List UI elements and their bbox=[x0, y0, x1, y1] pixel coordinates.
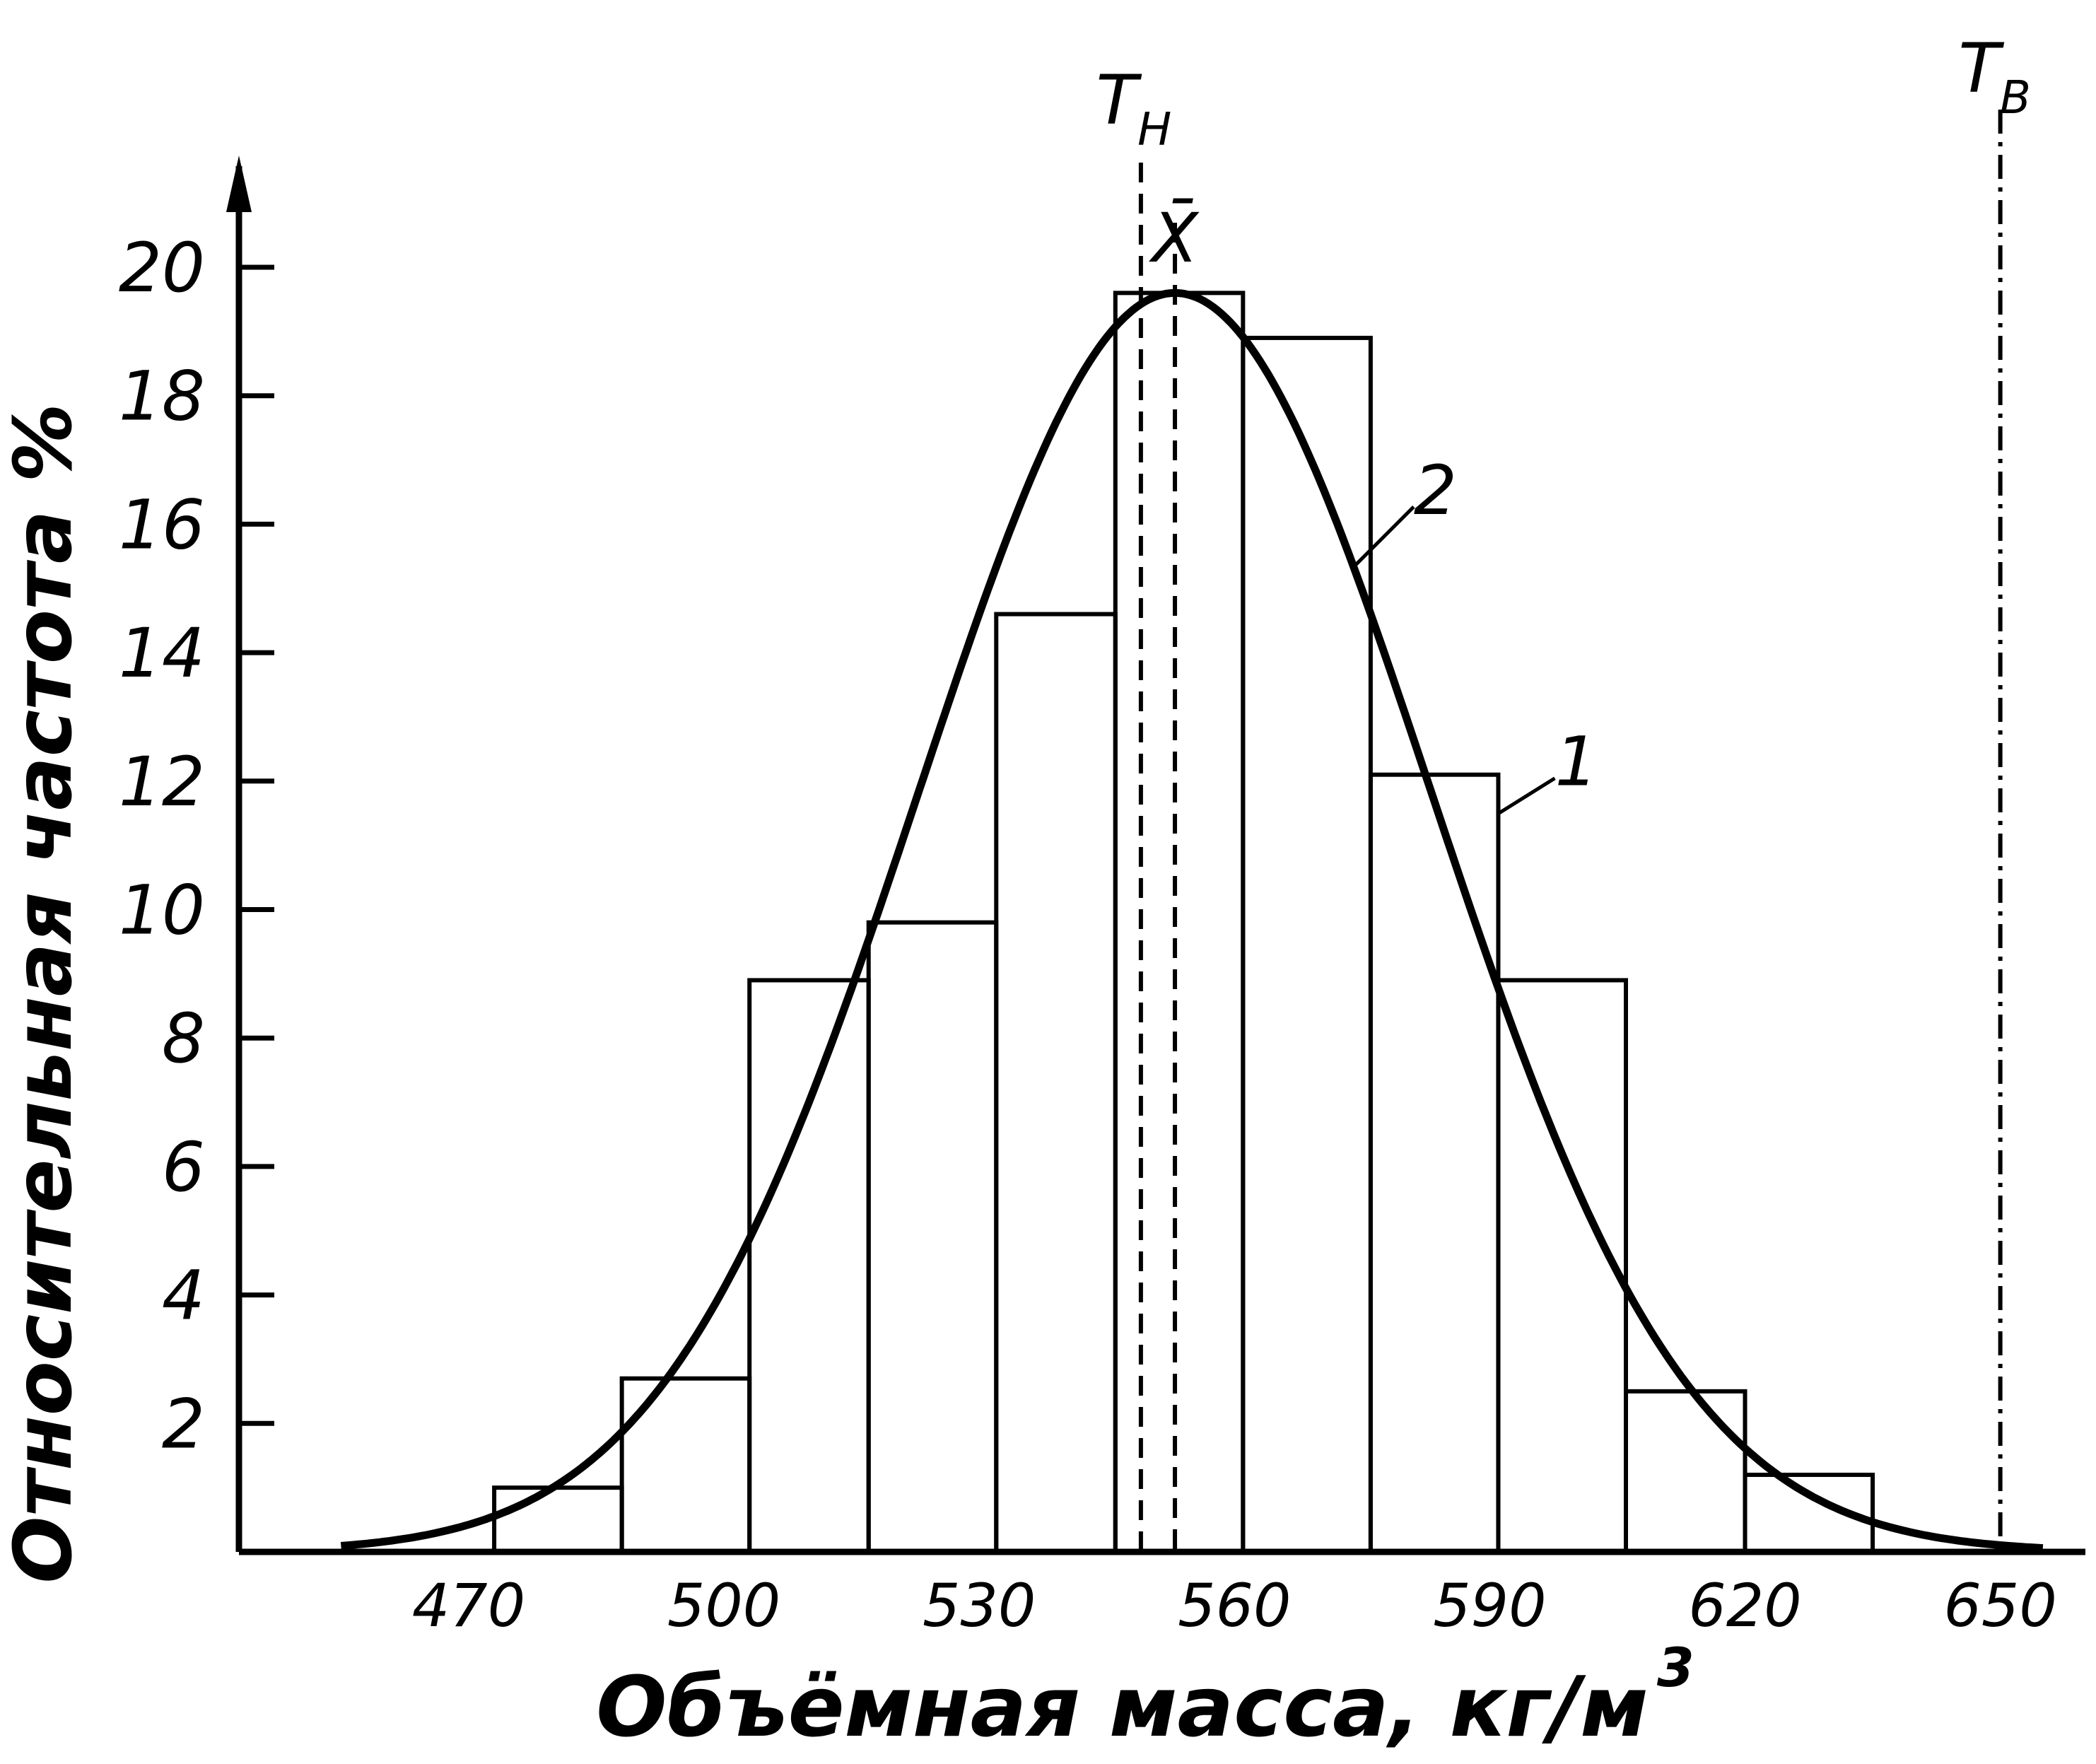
tolerance-label-subscript: B bbox=[2000, 72, 2031, 124]
x-tick-label: 650 bbox=[1943, 1571, 2056, 1640]
x-tick-label: 530 bbox=[923, 1571, 1036, 1640]
histogram-bar bbox=[1113, 291, 1246, 1555]
y-tick-label: 16 bbox=[119, 485, 205, 564]
histogram-bar bbox=[1368, 772, 1501, 1554]
histogram-bar bbox=[492, 1485, 624, 1554]
x-tick-label: 620 bbox=[1688, 1571, 1801, 1640]
histogram-bar bbox=[747, 978, 871, 1555]
y-tick-label: 8 bbox=[162, 999, 205, 1078]
y-tick-label: 20 bbox=[119, 228, 205, 308]
histogram-label-leader bbox=[1497, 776, 1556, 815]
tolerance-label: TH bbox=[1096, 61, 1172, 156]
y-axis-arrowhead bbox=[226, 156, 252, 212]
tolerance-label: TB bbox=[1958, 29, 2031, 124]
mean-label: X̄ bbox=[1148, 199, 1200, 278]
x-tick-label: 470 bbox=[412, 1571, 525, 1640]
x-axis-title: Объёмная масса, кг/м 3 bbox=[596, 1636, 1694, 1756]
tolerance-label-subscript: H bbox=[1137, 104, 1171, 156]
y-tick-label: 6 bbox=[162, 1128, 205, 1207]
x-axis-title-text: Объёмная масса, кг/м bbox=[596, 1658, 1649, 1756]
histogram-bar bbox=[994, 612, 1118, 1555]
y-tick-label: 2 bbox=[162, 1384, 205, 1464]
y-tick-label: 10 bbox=[119, 871, 205, 950]
y-tick-label: 12 bbox=[119, 742, 205, 822]
series-labels: 12 bbox=[1352, 451, 1598, 815]
y-tick-label: 14 bbox=[119, 614, 205, 693]
histogram-label: 1 bbox=[1555, 723, 1598, 802]
y-tick-label: 18 bbox=[119, 357, 205, 436]
x-tick-label: 500 bbox=[667, 1571, 780, 1640]
histogram-bar bbox=[619, 1376, 752, 1554]
x-tick-label: 560 bbox=[1178, 1571, 1291, 1640]
curve-label-leader bbox=[1352, 506, 1415, 568]
histogram-bar bbox=[866, 920, 999, 1555]
curve-label: 2 bbox=[1414, 451, 1457, 530]
normal-distribution-curve bbox=[340, 288, 2044, 1553]
x-axis-title-superscript: 3 bbox=[1657, 1636, 1694, 1699]
histogram-bars bbox=[492, 291, 1875, 1555]
x-ticks: 470 500 530 560 590 620 650 bbox=[412, 1571, 2057, 1640]
histogram-bar bbox=[1496, 978, 1629, 1555]
y-ticks: 2 4 6 8 10 12 14 16 18 20 bbox=[119, 228, 274, 1464]
y-tick-label: 4 bbox=[162, 1256, 205, 1336]
histogram-bar bbox=[1241, 335, 1373, 1554]
histogram-bar bbox=[1624, 1389, 1747, 1554]
x-tick-label: 590 bbox=[1433, 1571, 1546, 1640]
y-axis-title: Относительная частота % bbox=[0, 403, 90, 1583]
axes bbox=[226, 156, 2085, 1555]
normal-curve-layer bbox=[340, 288, 2044, 1553]
